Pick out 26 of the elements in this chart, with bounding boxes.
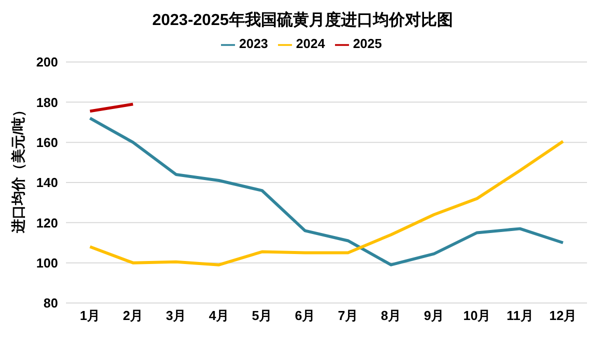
x-tick-label: 10月 [463, 308, 491, 324]
x-tick-label: 3月 [166, 308, 186, 324]
chart-title: 2023-2025年我国硫黄月度进口均价对比图 [151, 10, 454, 31]
x-tick-label: 4月 [208, 308, 230, 324]
legend-label: 2025 [352, 36, 382, 51]
line-series [88, 116, 564, 266]
x-tick-label: 11月 [506, 308, 534, 324]
y-tick-label: 140 [36, 175, 58, 190]
y-tick-label: 100 [36, 255, 58, 270]
y-axis-title: 进口均价（美元/吨） [10, 103, 27, 233]
x-tick-label: 7月 [338, 308, 358, 324]
x-tick-label: 5月 [252, 308, 272, 324]
x-tick-label: 9月 [424, 308, 444, 324]
y-tick-label: 160 [36, 134, 58, 150]
y-tick-label: 80 [44, 296, 58, 311]
legend-label: 2023 [239, 36, 268, 51]
x-tick-label: 2月 [122, 308, 144, 324]
x-tick-label: 1月 [80, 308, 100, 324]
line-series [88, 140, 564, 266]
y-tick-label: 200 [36, 54, 58, 70]
y-tick-label: 120 [36, 215, 58, 230]
x-tick-label: 6月 [294, 308, 316, 324]
x-tick-label: 12月 [549, 308, 577, 324]
legend-label: 2024 [296, 36, 325, 51]
x-tick-label: 8月 [380, 308, 402, 324]
y-tick-label: 180 [36, 94, 58, 110]
